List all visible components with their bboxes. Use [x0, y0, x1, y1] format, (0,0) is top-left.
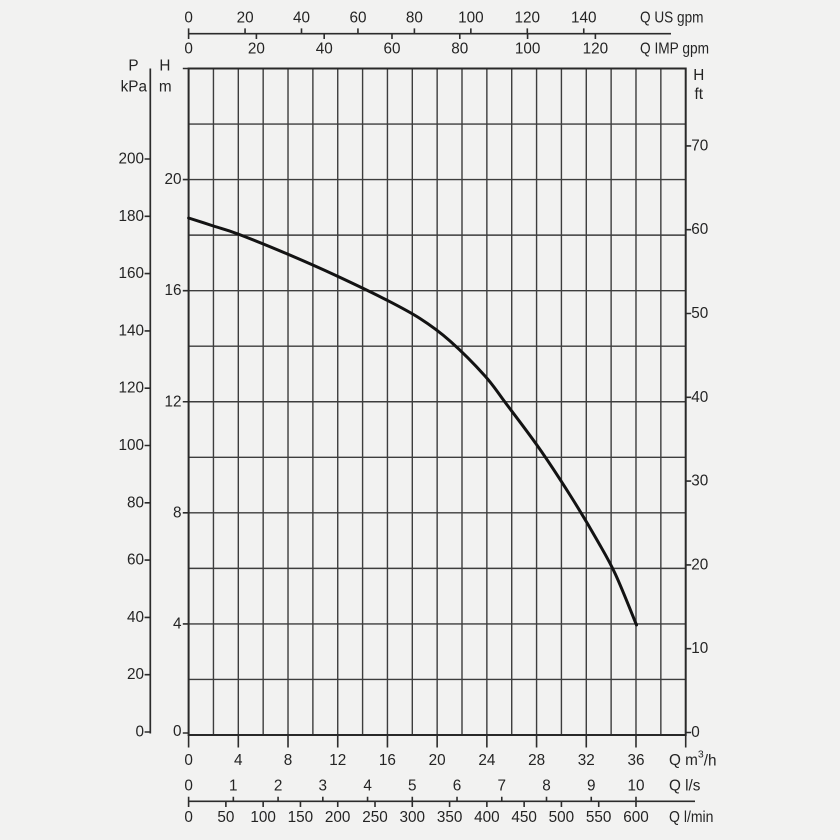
svg-text:20: 20	[237, 9, 254, 26]
svg-text:40: 40	[293, 9, 310, 26]
svg-text:550: 550	[586, 809, 612, 826]
svg-text:0: 0	[184, 752, 193, 769]
svg-text:Q US gpm: Q US gpm	[640, 9, 704, 26]
svg-text:0: 0	[184, 778, 193, 795]
svg-text:70: 70	[691, 137, 708, 154]
svg-text:180: 180	[118, 208, 144, 225]
svg-text:3: 3	[319, 778, 328, 795]
svg-text:600: 600	[623, 809, 649, 826]
svg-text:120: 120	[583, 40, 609, 57]
svg-text:500: 500	[549, 809, 575, 826]
svg-text:160: 160	[118, 265, 144, 282]
svg-text:Q l/min: Q l/min	[669, 809, 714, 826]
svg-text:60: 60	[127, 552, 144, 569]
svg-text:P: P	[128, 58, 138, 75]
svg-text:16: 16	[164, 282, 181, 299]
svg-text:36: 36	[627, 752, 644, 769]
svg-text:450: 450	[511, 809, 537, 826]
svg-text:12: 12	[164, 393, 181, 410]
svg-text:40: 40	[316, 40, 333, 57]
svg-text:100: 100	[118, 437, 144, 454]
svg-text:m: m	[159, 79, 172, 96]
svg-text:0: 0	[691, 724, 700, 741]
svg-text:0: 0	[184, 9, 193, 26]
svg-text:kPa: kPa	[121, 79, 148, 96]
svg-text:30: 30	[691, 473, 708, 490]
svg-text:10: 10	[691, 640, 708, 657]
svg-text:12: 12	[329, 752, 346, 769]
svg-text:140: 140	[571, 9, 597, 26]
svg-text:0: 0	[173, 723, 182, 740]
svg-text:5: 5	[408, 778, 417, 795]
svg-text:300: 300	[400, 809, 426, 826]
svg-text:9: 9	[587, 778, 596, 795]
svg-text:0: 0	[184, 809, 193, 826]
svg-text:28: 28	[528, 752, 545, 769]
svg-text:50: 50	[691, 305, 708, 322]
svg-text:24: 24	[478, 752, 496, 769]
svg-text:200: 200	[325, 809, 351, 826]
svg-text:150: 150	[288, 809, 314, 826]
svg-text:120: 120	[515, 9, 541, 26]
svg-text:60: 60	[349, 9, 366, 26]
svg-text:140: 140	[118, 322, 144, 339]
svg-text:40: 40	[691, 389, 708, 406]
svg-text:8: 8	[542, 778, 551, 795]
svg-text:80: 80	[406, 9, 423, 26]
svg-text:80: 80	[451, 40, 468, 57]
svg-text:80: 80	[127, 494, 144, 511]
svg-text:H: H	[693, 67, 704, 84]
svg-text:20: 20	[164, 171, 181, 188]
svg-text:20: 20	[248, 40, 265, 57]
svg-text:350: 350	[437, 809, 463, 826]
svg-text:60: 60	[383, 40, 400, 57]
svg-text:ft: ft	[695, 86, 704, 103]
svg-text:120: 120	[118, 380, 144, 397]
svg-text:8: 8	[173, 504, 182, 521]
svg-text:1: 1	[229, 778, 238, 795]
svg-text:400: 400	[474, 809, 500, 826]
svg-text:250: 250	[362, 809, 388, 826]
svg-text:Q m3/h: Q m3/h	[669, 749, 717, 770]
svg-text:40: 40	[127, 609, 144, 626]
svg-text:0: 0	[135, 724, 144, 741]
svg-text:20: 20	[429, 752, 446, 769]
svg-text:7: 7	[498, 778, 507, 795]
svg-text:100: 100	[458, 9, 484, 26]
svg-text:10: 10	[627, 778, 644, 795]
svg-text:Q IMP gpm: Q IMP gpm	[640, 40, 709, 57]
svg-text:60: 60	[691, 221, 708, 238]
svg-text:32: 32	[578, 752, 595, 769]
svg-text:8: 8	[284, 752, 293, 769]
svg-text:4: 4	[363, 778, 372, 795]
svg-text:H: H	[159, 57, 170, 74]
svg-text:100: 100	[515, 40, 541, 57]
svg-text:50: 50	[217, 809, 234, 826]
svg-text:100: 100	[250, 809, 276, 826]
svg-text:4: 4	[173, 615, 182, 632]
svg-text:6: 6	[453, 778, 462, 795]
svg-text:20: 20	[691, 556, 708, 573]
svg-text:Q l/s: Q l/s	[669, 778, 701, 795]
svg-text:0: 0	[184, 40, 193, 57]
svg-text:2: 2	[274, 778, 283, 795]
svg-text:16: 16	[379, 752, 396, 769]
svg-text:4: 4	[234, 752, 243, 769]
svg-text:200: 200	[118, 151, 144, 168]
svg-text:20: 20	[127, 666, 144, 683]
